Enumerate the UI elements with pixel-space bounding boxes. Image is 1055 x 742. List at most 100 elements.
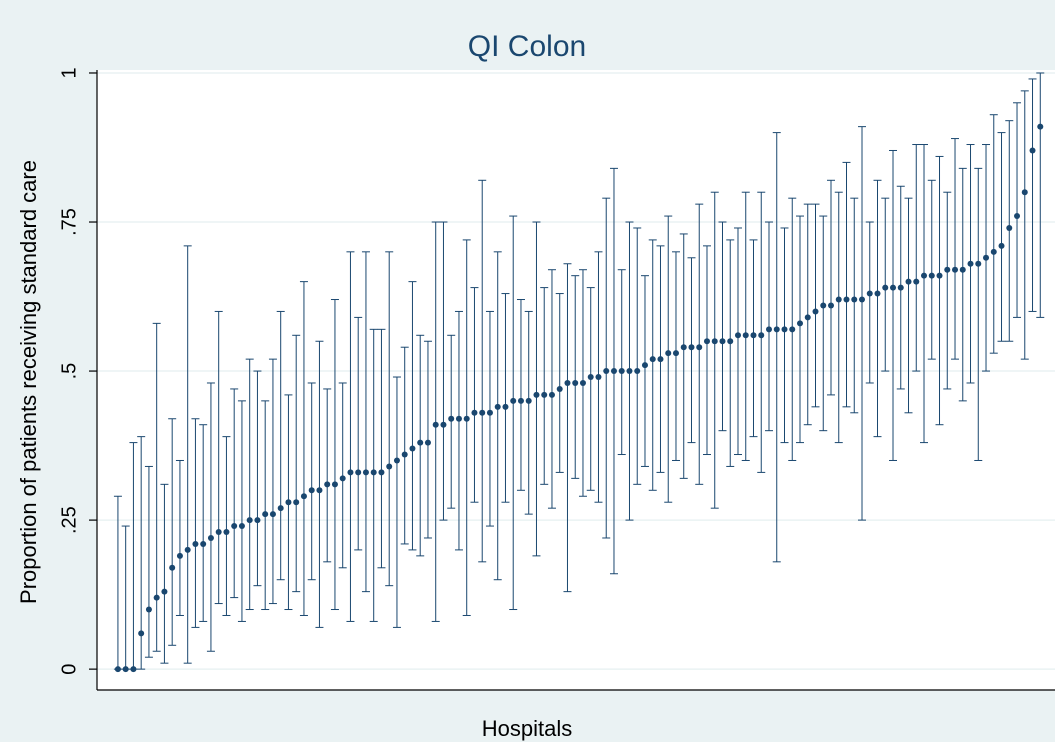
point — [812, 308, 819, 315]
point — [324, 481, 331, 488]
point — [626, 368, 633, 375]
point — [548, 391, 555, 398]
point — [921, 272, 928, 279]
point — [541, 391, 548, 398]
point — [440, 421, 447, 428]
point — [471, 409, 478, 416]
point — [277, 505, 284, 512]
point — [1029, 147, 1036, 154]
point — [672, 350, 679, 357]
point — [804, 314, 811, 321]
point — [207, 534, 214, 541]
point — [959, 266, 966, 273]
point — [967, 260, 974, 267]
point — [246, 517, 253, 524]
point — [339, 475, 346, 482]
point — [789, 326, 796, 333]
point — [378, 469, 385, 476]
y-axis-label: Proportion of patients receiving standar… — [16, 160, 41, 604]
y-tick-label: .5 — [58, 363, 80, 380]
point — [773, 326, 780, 333]
point — [479, 409, 486, 416]
point — [634, 368, 641, 375]
plot-area — [97, 70, 1055, 690]
point — [843, 296, 850, 303]
point — [417, 439, 424, 446]
point — [851, 296, 858, 303]
point — [386, 463, 393, 470]
point — [688, 344, 695, 351]
point — [696, 344, 703, 351]
point — [1037, 123, 1044, 130]
point — [355, 469, 362, 476]
chart-title: QI Colon — [468, 30, 586, 63]
point — [874, 290, 881, 297]
point — [494, 403, 501, 410]
point — [192, 540, 199, 547]
point — [890, 284, 897, 291]
point — [347, 469, 354, 476]
point — [703, 338, 710, 345]
y-tick-label: .25 — [58, 506, 80, 534]
point — [727, 338, 734, 345]
y-tick-label: .75 — [58, 208, 80, 236]
point — [533, 391, 540, 398]
point — [486, 409, 493, 416]
point — [114, 666, 121, 673]
point — [579, 379, 586, 386]
point — [463, 415, 470, 422]
point — [859, 296, 866, 303]
point — [184, 546, 191, 553]
point — [448, 415, 455, 422]
point — [331, 481, 338, 488]
point — [510, 397, 517, 404]
point — [610, 368, 617, 375]
point — [781, 326, 788, 333]
point — [293, 499, 300, 506]
point — [866, 290, 873, 297]
point — [455, 415, 462, 422]
point — [300, 493, 307, 500]
point — [998, 242, 1005, 249]
point — [711, 338, 718, 345]
point — [502, 403, 509, 410]
point — [765, 326, 772, 333]
point — [432, 421, 439, 428]
point — [657, 356, 664, 363]
point — [975, 260, 982, 267]
point — [169, 564, 176, 571]
point — [820, 302, 827, 309]
point — [944, 266, 951, 273]
point — [316, 487, 323, 494]
y-tick-label: 0 — [58, 664, 80, 675]
point — [649, 356, 656, 363]
point — [517, 397, 524, 404]
point — [990, 248, 997, 255]
point — [393, 457, 400, 464]
point — [130, 666, 137, 673]
point — [618, 368, 625, 375]
point — [587, 374, 594, 381]
point — [370, 469, 377, 476]
point — [1006, 224, 1013, 231]
point — [595, 374, 602, 381]
point — [285, 499, 292, 506]
point — [758, 332, 765, 339]
point — [913, 278, 920, 285]
point — [238, 523, 245, 530]
point — [734, 332, 741, 339]
point — [897, 284, 904, 291]
point — [401, 451, 408, 458]
point — [936, 272, 943, 279]
point — [750, 332, 757, 339]
point — [138, 630, 145, 637]
x-axis-label: Hospitals — [482, 716, 572, 741]
point — [161, 588, 168, 595]
point — [952, 266, 959, 273]
point — [928, 272, 935, 279]
point — [742, 332, 749, 339]
point — [796, 320, 803, 327]
point — [215, 529, 222, 536]
point — [409, 445, 416, 452]
